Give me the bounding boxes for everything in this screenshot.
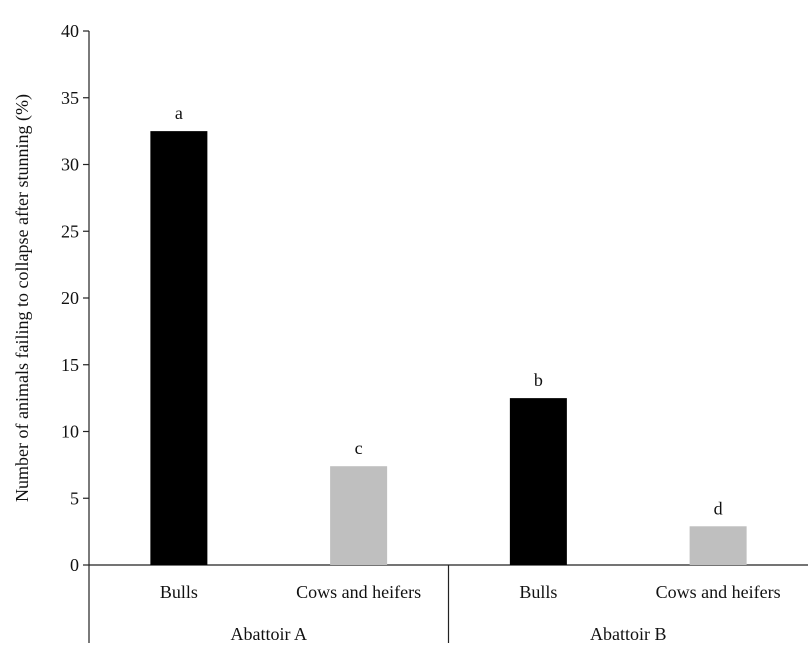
group-label: Abattoir B (590, 624, 667, 644)
category-label: Cows and heifers (656, 582, 781, 602)
bar (509, 398, 567, 565)
bar-annotation: a (175, 103, 183, 123)
y-tick-label: 15 (61, 355, 79, 375)
y-tick-label: 10 (61, 422, 79, 442)
y-tick-label: 30 (61, 155, 79, 175)
category-label: Bulls (519, 582, 557, 602)
bar (689, 526, 747, 565)
group-label: Abattoir A (231, 624, 308, 644)
bar-annotation: d (714, 498, 723, 518)
y-tick-label: 5 (70, 488, 79, 508)
bar-annotation: b (534, 370, 543, 390)
y-tick-label: 25 (61, 221, 79, 241)
y-tick-label: 40 (61, 21, 79, 41)
bar-annotation: c (355, 438, 363, 458)
y-tick-label: 20 (61, 288, 79, 308)
plot-area: 0 5 10 15 20 25 30 35 40 a Bulls c Cows and heifers A… (61, 21, 808, 644)
category-label: Bulls (160, 582, 198, 602)
y-axis-title: Number of animals failing to collapse af… (12, 94, 33, 502)
bar (330, 466, 388, 565)
y-tick-label: 0 (70, 555, 79, 575)
bar (150, 131, 208, 565)
y-tick-label: 35 (61, 88, 79, 108)
category-label: Cows and heifers (296, 582, 421, 602)
